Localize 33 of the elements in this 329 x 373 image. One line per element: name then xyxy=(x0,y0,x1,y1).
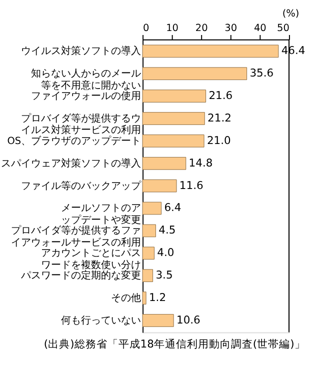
y-tick-label: その他 xyxy=(111,292,142,304)
y-tick-label: 何も行っていない xyxy=(61,315,142,326)
data-label: 6.4 xyxy=(164,201,182,214)
y-tick-label: プロバイダ等が提供するウイルス対策サービスの利用 xyxy=(21,112,142,136)
y-tick-label: ファイル等のバックアップ xyxy=(21,180,142,192)
y-tick-label: ウイルス対策ソフトの導入 xyxy=(21,45,142,58)
y-tick-label: スパイウェア対策ソフトの導入 xyxy=(1,157,142,170)
x-tick-label: 40 xyxy=(254,23,266,34)
x-axis-title: (%) xyxy=(282,8,300,20)
data-label: 21.6 xyxy=(208,88,233,102)
y-tick-label: ファイアウォールの使用 xyxy=(31,90,142,102)
data-label: 4.5 xyxy=(158,224,176,237)
data-label: 1.2 xyxy=(148,290,166,304)
y-tick-label: 知らない人からのメール等を不用意に開かない xyxy=(31,68,142,92)
x-tick-label: 0 xyxy=(143,23,150,34)
data-label: 4.0 xyxy=(157,246,174,260)
y-tick-label: メールソフトのアップデートや変更 xyxy=(61,203,142,226)
text: (出典)総務省「平成18年通信利用動向調査(世帯編)」 xyxy=(44,337,306,350)
y-tick-label: アカウントごとにパスワードを複数使い分け xyxy=(41,248,142,271)
x-tick-label: 10 xyxy=(166,23,179,34)
data-label: 10.6 xyxy=(176,313,201,326)
y-tick-label: パスワードの定期的な変更 xyxy=(20,270,142,282)
data-label: 21.2 xyxy=(208,111,232,124)
y-tick-label: OS、ブラウザのアップデート xyxy=(7,134,142,147)
data-label: 3.5 xyxy=(156,268,173,282)
x-tick-label: 20 xyxy=(195,23,208,34)
data-label: 11.6 xyxy=(179,178,204,192)
x-tick-label: 30 xyxy=(224,23,238,34)
data-label: 14.8 xyxy=(188,156,213,170)
x-tick-label: 50 xyxy=(277,23,290,34)
y-tick-label: プロバイダ等が提供するファイアウォールサービスの利用 xyxy=(11,224,142,248)
data-label: 35.6 xyxy=(250,66,274,80)
data-label: 21.0 xyxy=(206,134,232,147)
